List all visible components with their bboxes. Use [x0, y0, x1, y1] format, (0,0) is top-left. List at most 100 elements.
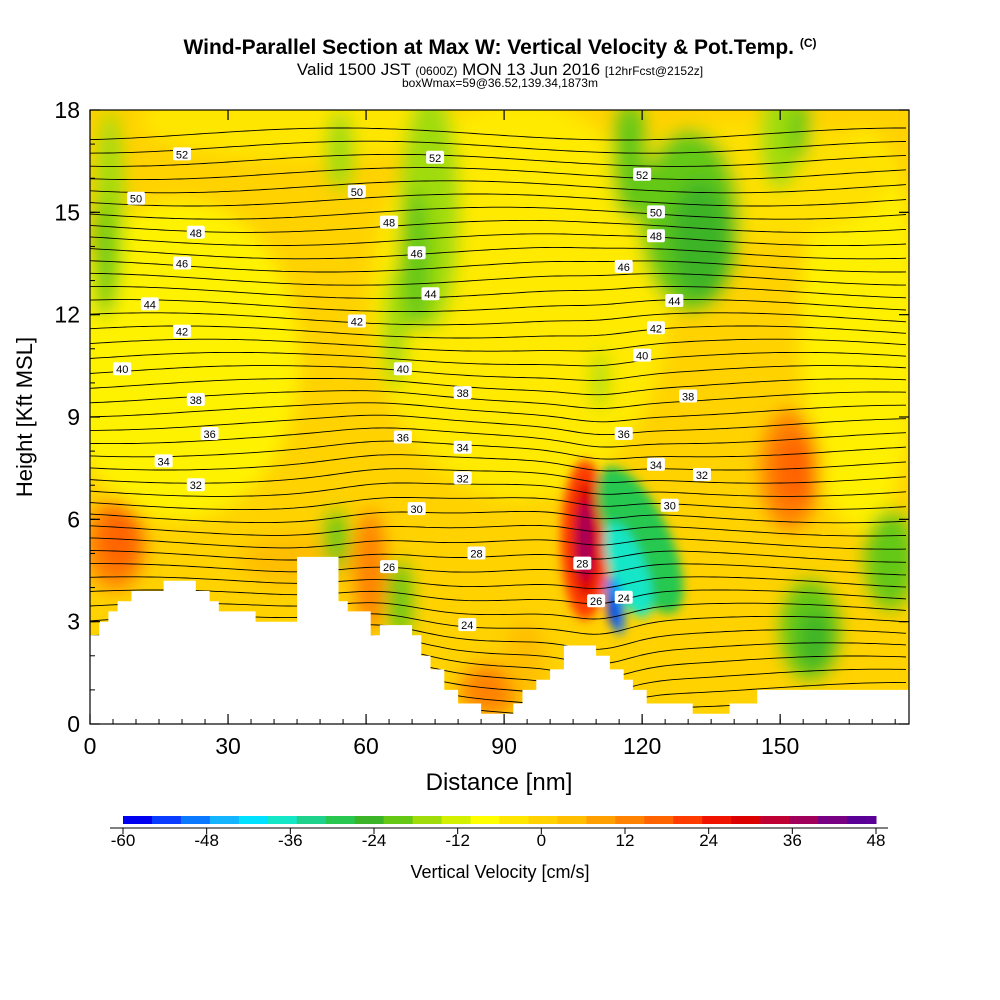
chart-title-tag: (C)	[799, 36, 817, 50]
theta-label: 52	[633, 167, 652, 182]
theta-label: 24	[458, 618, 477, 632]
theta-contour-line	[90, 454, 907, 472]
forecast-info: [12hrFcst@2152z]	[604, 64, 704, 78]
theta-label: 44	[665, 294, 684, 308]
colorbar-swatch	[470, 816, 500, 824]
theta-label-text: 38	[190, 395, 202, 407]
colorbar-tick-label: -48	[194, 831, 219, 850]
colorbar-swatch	[296, 816, 327, 824]
theta-label-text: 46	[176, 259, 188, 271]
theta-label-text: 42	[351, 316, 363, 328]
theta-label: 32	[692, 467, 711, 482]
colorbar-swatch	[151, 816, 182, 824]
theta-label: 26	[380, 560, 399, 574]
theta-label: 30	[660, 498, 679, 513]
theta-label: 44	[140, 297, 159, 311]
colorbar-tick-label: 12	[616, 831, 635, 850]
theta-contour-line	[90, 563, 907, 576]
colorbar-tick-label: 0	[537, 831, 546, 850]
colorbar-swatch	[499, 816, 529, 824]
y-tick-label: 12	[54, 302, 80, 328]
theta-label: 34	[646, 457, 665, 472]
colorbar-label: Vertical Velocity [cm/s]	[410, 862, 590, 882]
theta-label-text: 24	[618, 593, 630, 605]
theta-contour-line	[90, 427, 907, 448]
theta-contour-line	[90, 180, 907, 194]
theta-label: 32	[186, 478, 205, 492]
theta-label: 46	[614, 259, 633, 274]
valid-utc: (0600Z)	[415, 64, 458, 78]
colorbar-swatch	[615, 816, 645, 824]
theta-label-text: 28	[470, 548, 482, 560]
colorbar-tick-label: 24	[699, 831, 718, 850]
theta-label: 42	[173, 324, 192, 339]
theta-label: 28	[467, 546, 486, 560]
theta-label-text: 48	[650, 231, 662, 243]
theta-contour-line	[90, 351, 907, 367]
theta-label-text: 48	[190, 228, 202, 240]
theta-contour-line	[90, 537, 907, 550]
x-axis-label: Distance [nm]	[426, 769, 573, 796]
colorbar-swatch	[412, 816, 443, 824]
theta-label-text: 26	[383, 562, 395, 574]
theta-label-text: 42	[650, 323, 662, 335]
y-tick-label: 0	[67, 711, 80, 737]
theta-contour-line	[90, 602, 907, 620]
x-tick-label: 150	[761, 733, 799, 759]
theta-label-text: 44	[144, 299, 156, 311]
theta-label: 52	[426, 150, 445, 165]
colorbar-swatch	[644, 816, 674, 824]
valid-date: MON 13 Jun 2016	[462, 60, 601, 79]
theta-label-text: 26	[590, 596, 602, 608]
theta-label-text: 50	[351, 187, 363, 199]
theta-label: 24	[614, 590, 633, 605]
theta-label: 40	[633, 348, 652, 363]
colorbar-swatch	[180, 816, 211, 824]
colorbar-swatch	[760, 816, 790, 824]
theta-label: 40	[113, 362, 132, 376]
colorbar-tick-label: -36	[278, 831, 303, 850]
y-tick-label: 6	[67, 506, 80, 532]
theta-label-text: 36	[397, 432, 409, 444]
theta-contour-line	[90, 524, 907, 537]
theta-label-text: 30	[664, 501, 676, 513]
theta-label: 38	[186, 392, 205, 407]
colorbar-swatch	[586, 816, 616, 824]
colorbar-swatch	[325, 816, 356, 824]
theta-label-text: 36	[204, 429, 216, 441]
colorbar-swatch	[267, 816, 298, 824]
colorbar-swatch	[383, 816, 414, 824]
theta-label: 34	[154, 454, 173, 468]
colorbar-swatch	[557, 816, 587, 824]
theta-label: 36	[393, 430, 412, 444]
theta-label: 38	[679, 389, 698, 404]
theta-label: 48	[186, 225, 205, 240]
chart-title-main: Wind-Parallel Section at Max W: Vertical…	[183, 36, 794, 59]
theta-label-text: 48	[383, 218, 395, 230]
theta-contour-line	[90, 299, 907, 313]
theta-contour-line	[90, 233, 907, 247]
theta-label-text: 44	[424, 289, 436, 301]
colorbar-swatch	[354, 816, 385, 824]
theta-label-text: 24	[461, 620, 473, 632]
valid-time: Valid 1500 JST	[296, 60, 411, 79]
chart-title: Wind-Parallel Section at Max W: Vertical…	[0, 36, 1000, 60]
y-tick-label: 15	[54, 199, 80, 225]
theta-label-text: 32	[696, 470, 708, 482]
terrain-surface	[90, 556, 909, 724]
x-tick-label: 0	[84, 733, 97, 759]
theta-label-text: 44	[668, 296, 680, 308]
theta-contour-line	[90, 576, 907, 590]
box-wmax-info: boxWmax=59@36.52,139.34,1873m	[402, 76, 598, 90]
theta-contour-line	[90, 127, 906, 141]
theta-label-text: 28	[576, 559, 588, 571]
theta-label: 32	[453, 471, 472, 485]
theta-contour-line	[90, 468, 907, 484]
theta-label: 38	[453, 386, 472, 400]
theta-label-text: 52	[176, 149, 188, 161]
theta-contour-line	[90, 378, 907, 396]
theta-contour-line	[90, 206, 907, 220]
theta-contour-line	[90, 338, 907, 352]
